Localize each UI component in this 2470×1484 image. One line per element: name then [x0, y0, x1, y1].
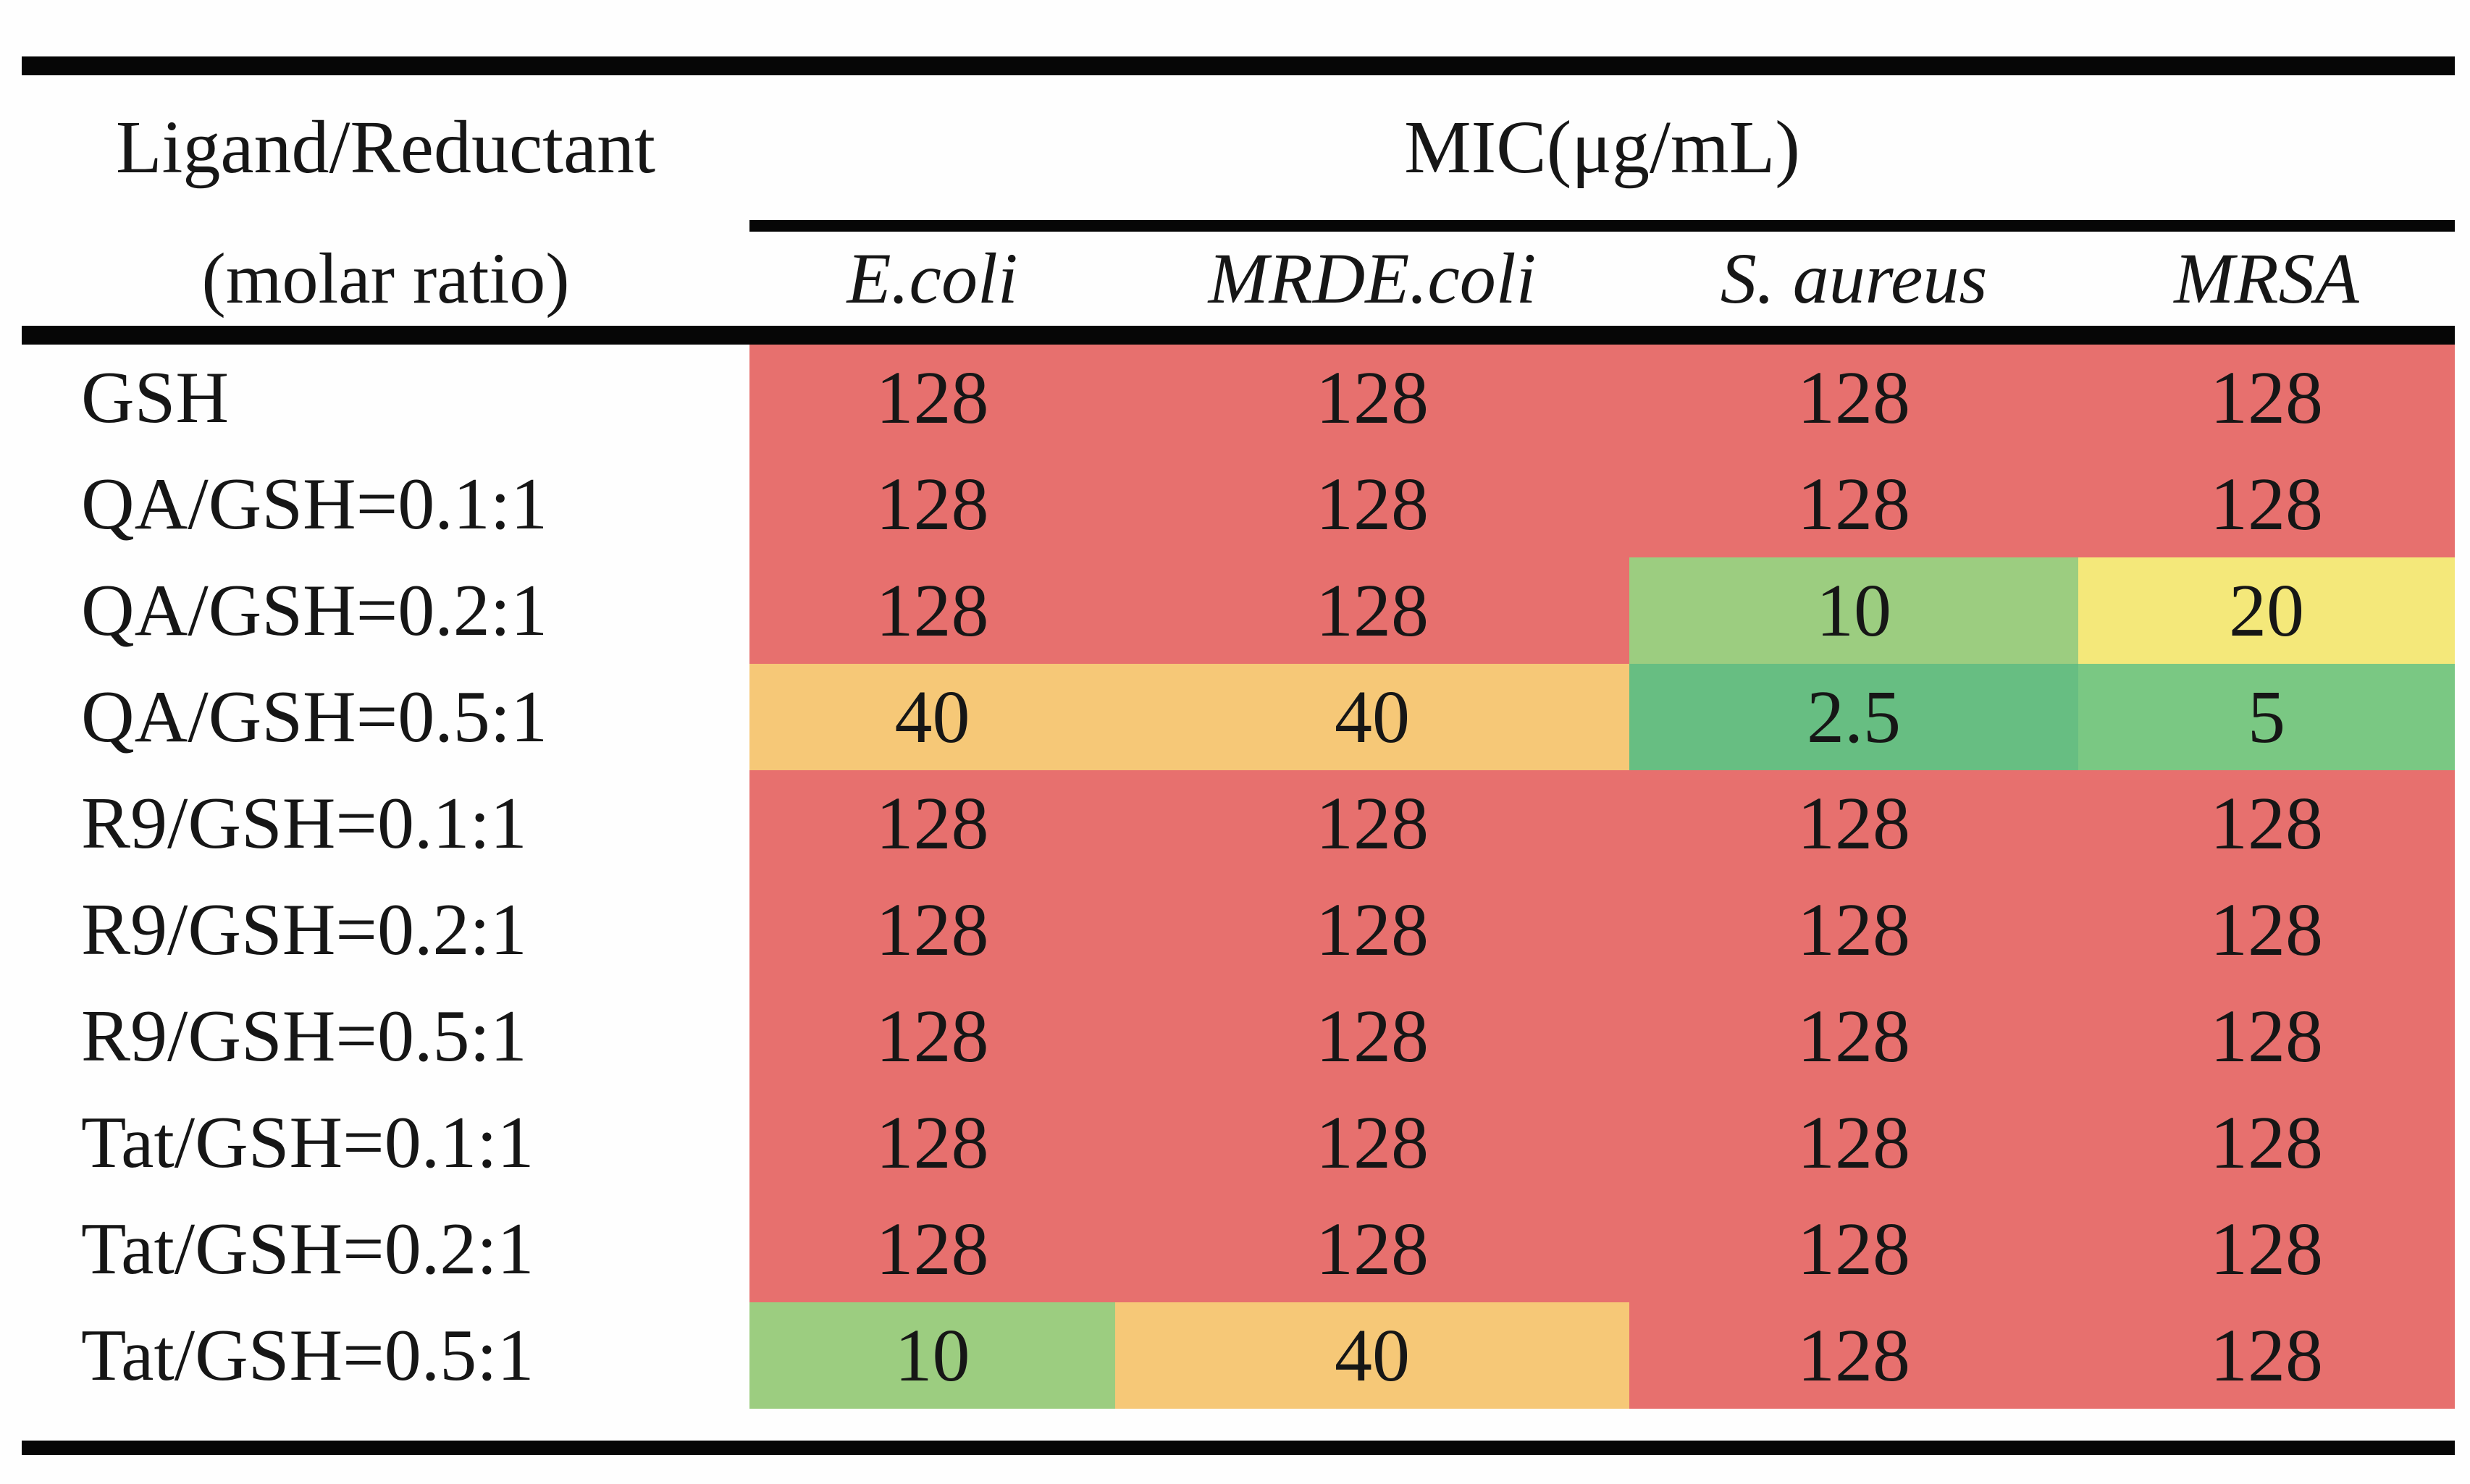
table-row: GSH 128 128 128 128 [22, 345, 2455, 451]
mic-cell: 128 [2078, 451, 2455, 557]
mic-underline-spacer [22, 220, 749, 232]
mic-cell: 128 [749, 1196, 1115, 1302]
header-row-1: Ligand/Reductant MIC(μg/mL) [22, 75, 2455, 220]
table-body: GSH 128 128 128 128 QA/GSH=0.1:1 128 128… [22, 345, 2455, 1409]
mic-cell: 128 [1629, 1089, 2078, 1196]
column-header-mrsa: MRSA [2078, 232, 2455, 326]
mic-cell: 128 [2078, 1196, 2455, 1302]
mic-cell: 128 [1629, 345, 2078, 451]
table-row: Tat/GSH=0.1:1 128 128 128 128 [22, 1089, 2455, 1196]
mic-cell: 128 [749, 451, 1115, 557]
mic-cell: 128 [1629, 451, 2078, 557]
table-row: QA/GSH=0.2:1 128 128 10 20 [22, 557, 2455, 664]
row-label: R9/GSH=0.1:1 [22, 770, 749, 877]
molar-ratio-header: (molar ratio) [22, 232, 749, 326]
row-label: Tat/GSH=0.1:1 [22, 1089, 749, 1196]
mic-cell: 128 [749, 1089, 1115, 1196]
table-row: Tat/GSH=0.2:1 128 128 128 128 [22, 1196, 2455, 1302]
mic-cell: 128 [749, 877, 1115, 983]
mic-cell: 40 [1115, 664, 1629, 770]
mic-cell: 128 [1115, 1089, 1629, 1196]
mic-group-label: MIC(μg/mL) [1404, 106, 1800, 189]
mic-cell: 128 [1115, 877, 1629, 983]
top-rule [22, 56, 2455, 75]
mic-cell: 2.5 [1629, 664, 2078, 770]
ligand-reductant-label: Ligand/Reductant [115, 106, 656, 189]
mic-cell: 128 [1115, 451, 1629, 557]
column-header-s-aureus-label: S. aureus [1720, 238, 1988, 319]
mic-cell: 10 [1629, 557, 2078, 664]
bottom-rule [22, 1441, 2455, 1455]
molar-ratio-label: (molar ratio) [201, 238, 570, 319]
mic-cell: 128 [749, 983, 1115, 1089]
mic-cell: 128 [749, 770, 1115, 877]
column-header-s-aureus: S. aureus [1629, 232, 2078, 326]
mic-cell: 128 [1629, 877, 2078, 983]
column-header-ecoli-label: E.coli [847, 238, 1018, 319]
row-label: QA/GSH=0.2:1 [22, 557, 749, 664]
mic-cell: 128 [1115, 770, 1629, 877]
mic-cell: 5 [2078, 664, 2455, 770]
header-body-rule [22, 326, 2455, 345]
mic-cell: 128 [2078, 877, 2455, 983]
table-row: R9/GSH=0.2:1 128 128 128 128 [22, 877, 2455, 983]
mic-cell: 128 [749, 557, 1115, 664]
mic-cell: 128 [1629, 1302, 2078, 1409]
table-row: QA/GSH=0.1:1 128 128 128 128 [22, 451, 2455, 557]
bottom-spacer [22, 1409, 2455, 1441]
mic-cell: 10 [749, 1302, 1115, 1409]
mic-cell: 128 [2078, 770, 2455, 877]
table-row: Tat/GSH=0.5:1 10 40 128 128 [22, 1302, 2455, 1409]
row-label: Tat/GSH=0.5:1 [22, 1302, 749, 1409]
mic-group-header: MIC(μg/mL) [749, 75, 2455, 220]
row-label: R9/GSH=0.5:1 [22, 983, 749, 1089]
column-header-mrd-prefix: MRD [1208, 238, 1366, 319]
mic-cell: 128 [2078, 983, 2455, 1089]
row-label: Tat/GSH=0.2:1 [22, 1196, 749, 1302]
header-row-2: (molar ratio) E.coli MRD E.coli S. aureu… [22, 232, 2455, 326]
ligand-reductant-header: Ligand/Reductant [22, 75, 749, 220]
mic-cell: 20 [2078, 557, 2455, 664]
mic-cell: 40 [749, 664, 1115, 770]
column-header-mrd-ecoli: MRD E.coli [1115, 232, 1629, 326]
mic-cell: 128 [2078, 1302, 2455, 1409]
row-label: QA/GSH=0.5:1 [22, 664, 749, 770]
mic-cell: 128 [1629, 1196, 2078, 1302]
mic-cell: 40 [1115, 1302, 1629, 1409]
table-row: R9/GSH=0.1:1 128 128 128 128 [22, 770, 2455, 877]
mic-cell: 128 [1629, 770, 2078, 877]
column-header-mrsa-label: MRSA [2174, 238, 2359, 319]
mic-cell: 128 [749, 345, 1115, 451]
column-header-mrd-ecoli-label: E.coli [1365, 238, 1537, 319]
row-label: QA/GSH=0.1:1 [22, 451, 749, 557]
mic-underline-row [22, 220, 2455, 232]
table-row: R9/GSH=0.5:1 128 128 128 128 [22, 983, 2455, 1089]
mic-cell: 128 [1115, 983, 1629, 1089]
mic-cell: 128 [2078, 345, 2455, 451]
row-label: GSH [22, 345, 749, 451]
mic-table: Ligand/Reductant MIC(μg/mL) (molar ratio… [22, 56, 2455, 1455]
mic-underline-rule [749, 220, 2455, 232]
column-header-ecoli: E.coli [749, 232, 1115, 326]
mic-cell: 128 [1115, 345, 1629, 451]
mic-cell: 128 [1115, 1196, 1629, 1302]
mic-cell: 128 [1115, 557, 1629, 664]
table-row: QA/GSH=0.5:1 40 40 2.5 5 [22, 664, 2455, 770]
mic-cell: 128 [1629, 983, 2078, 1089]
mic-cell: 128 [2078, 1089, 2455, 1196]
row-label: R9/GSH=0.2:1 [22, 877, 749, 983]
